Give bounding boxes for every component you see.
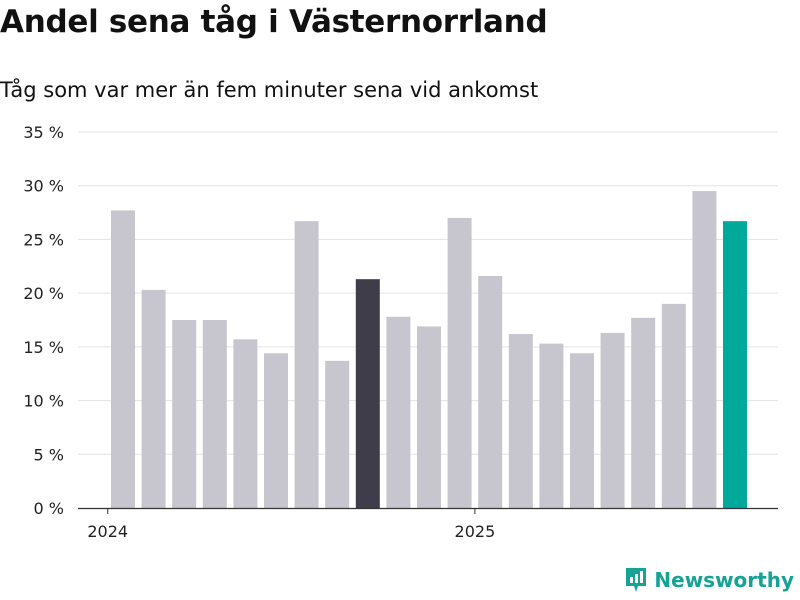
bars <box>111 191 747 509</box>
bar <box>264 353 288 508</box>
chart-subtitle: Tåg som var mer än fem minuter sena vid … <box>0 78 539 102</box>
bar <box>661 303 686 508</box>
bar <box>570 353 594 508</box>
bar <box>723 221 747 508</box>
bar <box>294 221 319 508</box>
x-tick-label: 2025 <box>455 522 496 541</box>
bar <box>692 191 717 509</box>
y-tick-label: 35 % <box>23 123 64 142</box>
y-tick-label: 15 % <box>23 338 64 357</box>
bar <box>539 343 564 508</box>
bar <box>202 320 227 508</box>
bar <box>600 332 625 508</box>
bar <box>233 339 258 508</box>
chart-title: Andel sena tåg i Västernorrland <box>0 4 548 40</box>
brand-logo: Newsworthy <box>624 566 794 594</box>
y-tick-label: 30 % <box>23 177 64 196</box>
y-tick-label: 25 % <box>23 230 64 249</box>
bar <box>447 217 472 508</box>
bar <box>355 279 380 508</box>
bar <box>631 317 656 508</box>
x-tick-label: 2024 <box>87 522 128 541</box>
brand-name: Newsworthy <box>654 568 794 592</box>
newsworthy-logo-icon <box>626 568 647 592</box>
bar <box>172 320 197 508</box>
bar <box>111 210 135 508</box>
bar <box>478 275 503 508</box>
y-tick-label: 20 % <box>23 284 64 303</box>
bar <box>508 333 533 508</box>
x-axis: 2024 2025 <box>78 507 778 541</box>
y-tick-label: 0 % <box>34 499 64 518</box>
bar <box>386 316 411 508</box>
bar <box>141 289 166 508</box>
y-axis-ticks: 0 % 5 % 10 % 15 % 20 % 25 % 30 % 35 % <box>23 123 64 518</box>
y-tick-label: 10 % <box>23 392 64 411</box>
bar <box>417 326 441 508</box>
bar <box>325 360 350 508</box>
y-tick-label: 5 % <box>34 445 64 464</box>
